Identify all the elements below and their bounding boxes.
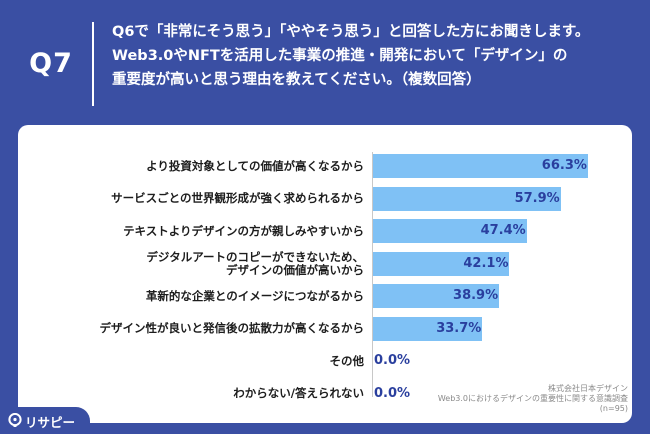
category-label: サービスごとの世界観形成が強く求められるから (111, 191, 364, 205)
question-number: Q7 (29, 48, 73, 79)
category-label: わからない/答えられない (233, 386, 364, 400)
category-label: 革新的な企業とのイメージにつながるから (145, 288, 364, 303)
value-label: 47.4% (480, 223, 526, 238)
category-label: その他 (329, 353, 365, 368)
value-label: 0.0% (374, 385, 411, 401)
question-line-2: Web3.0やNFTを活用した事業の推進・開発において「デザイン」の (112, 48, 568, 64)
value-label: 38.9% (453, 288, 499, 303)
value-label: 57.9% (514, 190, 560, 206)
bar (373, 251, 510, 276)
value-label: 66.3% (541, 158, 587, 173)
bar (373, 219, 527, 243)
source-sample-size: (n=95) (599, 404, 628, 413)
value-label: 33.7% (436, 320, 482, 336)
question-line-1: Q6で「非常にそう思う」「ややそう思う」と回答した方にお聞きします。 (112, 24, 590, 40)
category-label: デザイン性が良いと発信後の拡散力が高くなるから (99, 321, 365, 335)
bar (373, 154, 588, 178)
category-label: デジタルアートのコピーができないため、 デザインの価値が高いから (146, 249, 364, 277)
category-label: テキストよりデザインの方が親しみやすいから (123, 223, 364, 238)
bar (373, 284, 500, 308)
brand-logo: リサピー (0, 407, 90, 434)
bar (373, 316, 483, 341)
question-line-3: 重要度が高いと思う理由を教えてください。（複数回答） (112, 72, 481, 88)
question-text: Q6で「非常にそう思う」「ややそう思う」と回答した方にお聞きします。 Web3.… (112, 20, 644, 92)
source-company: 株式会社日本デザイン (548, 384, 628, 393)
chart-axis-line (372, 152, 373, 397)
value-label: 42.1% (463, 255, 509, 271)
brand-pin-icon (8, 413, 22, 427)
brand-name: リサピー (25, 415, 76, 430)
value-label: 0.0% (374, 353, 411, 368)
source-survey-title: Web3.0におけるデザインの重要性に関する意識調査 (437, 394, 628, 403)
question-divider (92, 22, 94, 106)
category-label: より投資対象としての価値が高くなるから (146, 158, 364, 173)
source-note: 株式会社日本デザイン Web3.0におけるデザインの重要性に関する意識調査 (n… (438, 384, 628, 414)
bar (373, 186, 561, 211)
